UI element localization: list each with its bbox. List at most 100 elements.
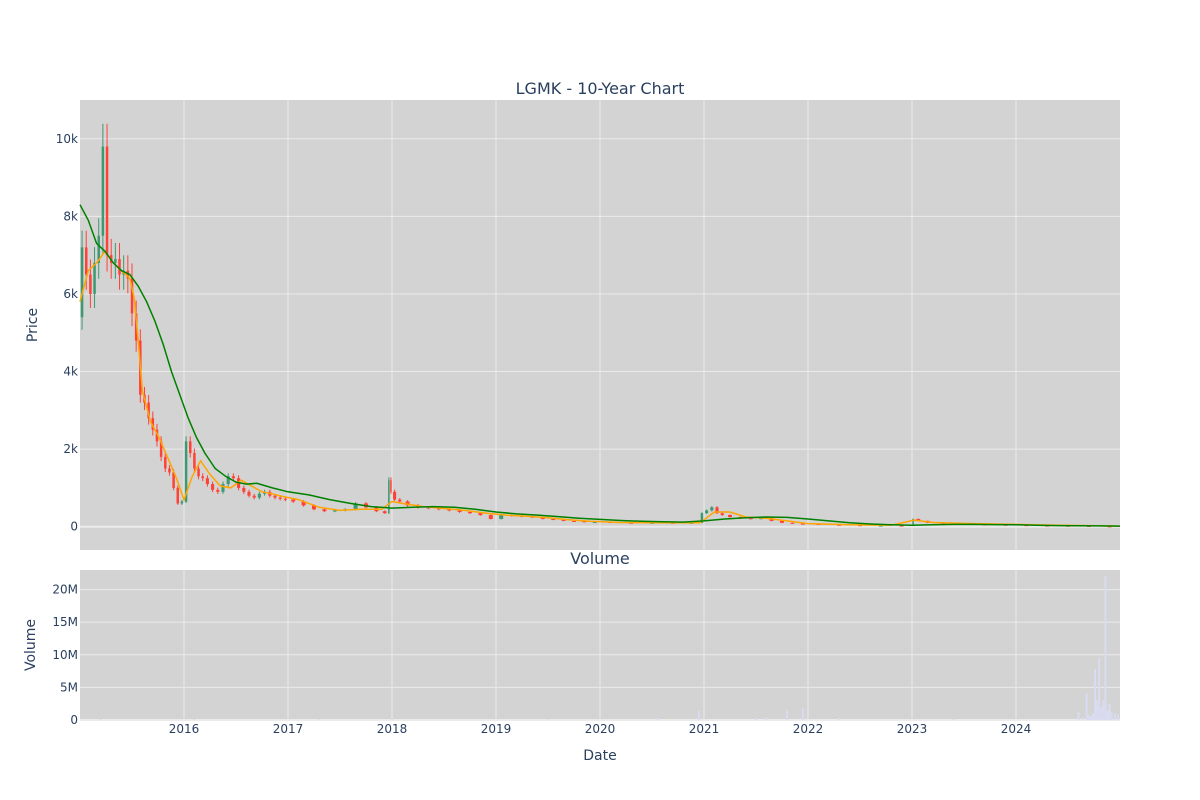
volume-bar	[755, 718, 757, 720]
volume-grid	[80, 570, 1120, 721]
candle-body	[710, 507, 714, 511]
candle-body	[780, 520, 784, 523]
price-y-axis-title: Price	[25, 308, 41, 342]
candle-body	[540, 517, 545, 519]
volume-y-tick-label: 15M	[52, 615, 78, 629]
candle-body	[393, 491, 397, 500]
candle-body	[488, 515, 493, 519]
ma-short-line	[79, 250, 1121, 528]
candle-body	[700, 513, 704, 523]
volume-bar	[1098, 658, 1101, 720]
volume-bar	[1081, 717, 1084, 720]
candle-body	[172, 472, 175, 488]
volume-bar	[1108, 703, 1111, 720]
volume-bars	[99, 576, 1119, 720]
candle-body	[398, 499, 402, 502]
x-tick-label: 2017	[273, 722, 304, 736]
volume-bar	[952, 718, 955, 720]
volume-panel-title: Volume	[570, 549, 630, 568]
candle-body	[247, 491, 251, 496]
candle-body	[322, 509, 327, 512]
candle-body	[211, 484, 215, 490]
candle-body	[151, 418, 155, 430]
candle-body	[278, 497, 282, 499]
candle-body	[197, 468, 200, 477]
volume-bar	[1094, 669, 1097, 720]
x-tick-label: 2020	[585, 722, 616, 736]
candle-body	[837, 524, 842, 526]
candle-body	[273, 495, 277, 498]
candle-body	[878, 525, 883, 527]
candle-body	[728, 515, 732, 518]
price-grid	[80, 100, 1120, 550]
candle-body	[759, 518, 764, 520]
price-y-tick-label: 6k	[63, 287, 78, 301]
volume-y-ticks: 0 5M 10M 15M 20M	[52, 583, 78, 727]
candle-body	[720, 513, 724, 516]
candle-body	[748, 518, 753, 520]
volume-bar	[765, 717, 768, 720]
candle-body	[221, 484, 225, 492]
volume-bar	[1106, 710, 1109, 720]
x-ticks: 2016 2017 2018 2019 2020 2021 2022 2023 2024	[169, 722, 1032, 736]
volume-bar	[193, 719, 196, 720]
volume-bar	[1091, 713, 1094, 720]
x-tick-label: 2023	[897, 722, 928, 736]
candle-body	[705, 510, 709, 514]
candle-body	[457, 510, 462, 512]
x-tick-label: 2018	[377, 722, 408, 736]
volume-y-tick-label: 0	[70, 713, 78, 727]
price-y-tick-label: 0	[70, 520, 78, 534]
volume-bar	[99, 718, 102, 720]
candle-body	[118, 259, 121, 275]
candle-body	[301, 501, 306, 506]
candle-body	[447, 509, 452, 511]
candle-body	[80, 247, 84, 318]
candle-body	[629, 522, 634, 524]
volume-bar	[391, 719, 393, 720]
candle-body	[147, 402, 150, 419]
candle-body	[790, 522, 795, 524]
candle-body	[126, 270, 130, 279]
candle-body	[231, 476, 235, 479]
volume-bar	[1100, 706, 1103, 720]
candle-body	[176, 487, 180, 504]
candle-body	[101, 146, 105, 236]
volume-bar	[547, 719, 549, 720]
candle-body	[188, 441, 192, 454]
volume-bar	[1096, 700, 1099, 720]
x-tick-label: 2024	[1001, 722, 1032, 736]
candle-body	[332, 510, 337, 512]
volume-y-axis-title: Volume	[23, 619, 39, 671]
volume-bar	[801, 708, 804, 720]
candle-body	[114, 259, 117, 263]
volume-bar	[656, 718, 659, 720]
candle-body	[572, 520, 576, 522]
candle-body	[252, 495, 256, 498]
candle-body	[499, 515, 504, 519]
candle-body	[382, 511, 387, 514]
volume-bar	[697, 710, 700, 720]
price-y-tick-label: 4k	[63, 365, 78, 379]
volume-bar	[318, 719, 321, 720]
x-axis-title: Date	[583, 748, 616, 764]
candle-body	[582, 521, 587, 523]
candle-body	[468, 511, 472, 514]
volume-bar	[1116, 714, 1119, 720]
volume-y-tick-label: 10M	[52, 648, 78, 662]
volume-bar	[1089, 716, 1092, 720]
candle-body	[201, 476, 204, 479]
volume-bar	[838, 718, 841, 720]
candle-body	[390, 480, 392, 492]
candle-body	[353, 503, 358, 510]
volume-y-tick-label: 20M	[52, 583, 78, 597]
candle-body	[89, 274, 92, 294]
candle-body	[84, 247, 88, 275]
candle-body	[105, 146, 109, 256]
candle-body	[715, 507, 719, 514]
candle-body	[205, 478, 209, 485]
candle-body	[312, 505, 316, 510]
x-tick-label: 2016	[169, 722, 200, 736]
